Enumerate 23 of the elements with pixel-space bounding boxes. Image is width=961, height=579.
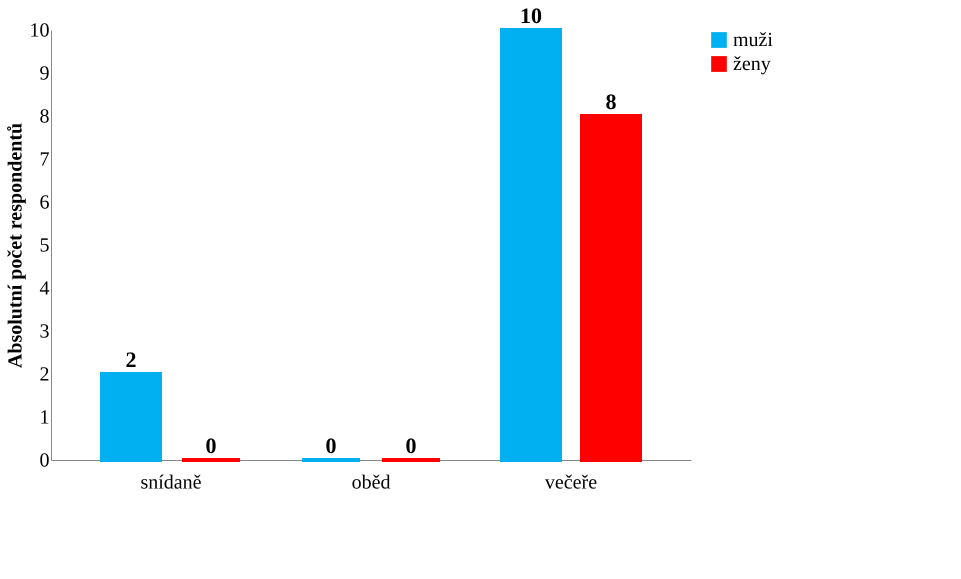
y-tick-label: 9 (40, 62, 50, 84)
y-tick-label: 5 (40, 234, 50, 256)
y-tick-label: 8 (40, 106, 50, 128)
data-label: 10 (520, 3, 542, 28)
y-tick-label: 3 (40, 320, 50, 342)
x-tick-label: oběd (352, 472, 390, 494)
y-tick-label: 1 (40, 406, 50, 428)
y-tick-label: 2 (40, 364, 50, 386)
data-label: 0 (406, 433, 416, 458)
data-label: 0 (326, 433, 336, 458)
legend-label: ženy (733, 53, 771, 75)
data-label: 0 (206, 433, 216, 458)
y-tick-label: 0 (40, 450, 50, 472)
y-tick-label: 6 (40, 192, 50, 214)
y-tick-label: 4 (40, 278, 50, 300)
legend-label: muži (733, 29, 774, 51)
x-tick-label: snídaně (140, 472, 202, 494)
x-tick-label: večeře (544, 472, 598, 494)
y-tick-label: 7 (40, 148, 50, 170)
data-label: 8 (606, 89, 616, 114)
y-tick-label: 10 (30, 20, 50, 42)
data-label: 2 (126, 347, 136, 372)
y-axis-title: Absolutní počet respondentů (4, 122, 26, 368)
